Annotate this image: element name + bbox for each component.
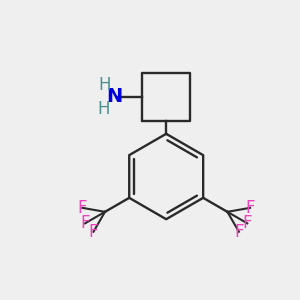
Text: N: N [106,88,122,106]
Text: F: F [245,199,255,217]
Text: F: F [78,199,87,217]
Text: F: F [89,223,98,241]
Text: F: F [242,214,252,232]
Text: H: H [98,76,111,94]
Text: F: F [80,214,90,232]
Text: H: H [97,100,110,118]
Text: F: F [234,223,244,241]
